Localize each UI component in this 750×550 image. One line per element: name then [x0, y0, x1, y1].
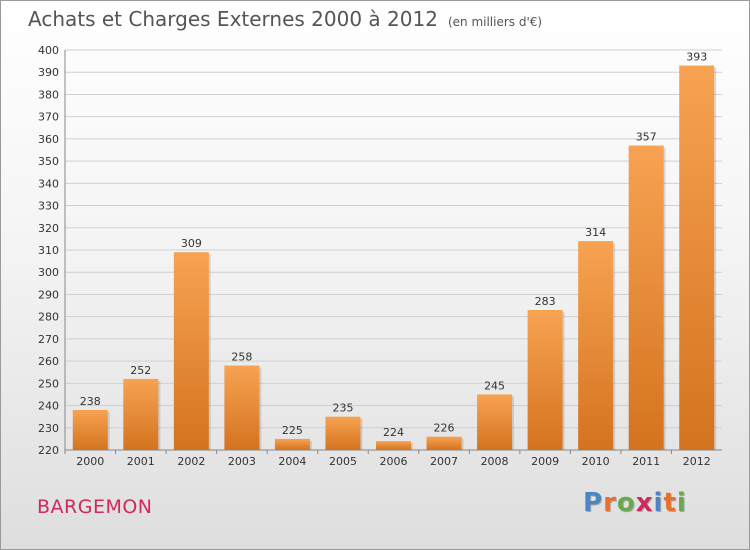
x-tick-label: 2010	[582, 455, 610, 468]
logo-letter: P	[583, 488, 604, 518]
logo-letter: t	[663, 488, 677, 518]
y-tick-label: 400	[38, 44, 59, 57]
data-label: 393	[686, 51, 707, 64]
x-tick-label: 2000	[76, 455, 104, 468]
bar	[477, 394, 513, 450]
bar	[72, 410, 108, 450]
x-tick-label: 2007	[430, 455, 458, 468]
y-tick-label: 220	[38, 444, 59, 457]
y-tick-label: 310	[38, 244, 59, 257]
logo-letter: x	[635, 488, 654, 518]
bar	[224, 365, 260, 450]
y-tick-label: 330	[38, 200, 59, 213]
bars	[72, 65, 717, 451]
location-label: BARGEMON	[37, 496, 153, 518]
x-tick-label: 2006	[380, 455, 408, 468]
data-label: 245	[484, 379, 505, 392]
bar	[123, 378, 159, 450]
x-tick-label: 2011	[632, 455, 660, 468]
data-label: 226	[434, 422, 455, 435]
y-tick-label: 230	[38, 422, 59, 435]
y-tick-label: 320	[38, 222, 59, 235]
bar	[578, 241, 614, 450]
bar	[679, 65, 715, 451]
proxiti-logo: Proxiti	[583, 488, 687, 518]
chart-title-text: Achats et Charges Externes 2000 à 2012	[28, 7, 438, 31]
y-tick-label: 240	[38, 400, 59, 413]
bar	[274, 438, 310, 450]
x-tick-label: 2003	[228, 455, 256, 468]
data-label: 252	[130, 364, 151, 377]
x-tick-label: 2008	[481, 455, 509, 468]
x-tick-label: 2002	[177, 455, 205, 468]
logo-letter: i	[676, 488, 687, 518]
y-tick-label: 270	[38, 333, 59, 346]
y-tick-label: 260	[38, 355, 59, 368]
axes: 220 230 240 250 260 270 280 290 300 310 320 330 340 3…	[38, 44, 722, 468]
data-label: 238	[80, 395, 101, 408]
bar	[325, 416, 361, 450]
x-tick-label: 2009	[531, 455, 559, 468]
data-label: 283	[535, 295, 556, 308]
y-tick-label: 280	[38, 311, 59, 324]
data-label: 314	[585, 226, 606, 239]
data-labels: 238 252 309 258 225 235 224 226 245 283 314 357 393	[80, 51, 707, 440]
bar	[527, 310, 563, 450]
x-tick-label: 2012	[683, 455, 711, 468]
bar	[628, 145, 664, 451]
data-label: 225	[282, 424, 303, 437]
y-tick-label: 370	[38, 111, 59, 124]
data-label: 224	[383, 426, 404, 439]
x-tick-label: 2004	[278, 455, 306, 468]
y-tick-label: 350	[38, 155, 59, 168]
x-tick-label: 2001	[127, 455, 155, 468]
y-tick-label: 390	[38, 66, 59, 79]
data-label: 258	[231, 351, 252, 364]
y-tick-label: 340	[38, 177, 59, 190]
bar	[426, 436, 462, 450]
y-tick-label: 360	[38, 133, 59, 146]
logo-letter: i	[653, 488, 664, 518]
chart-subtitle: (en milliers d'€)	[447, 15, 543, 29]
data-label: 357	[636, 131, 657, 144]
data-label: 309	[181, 237, 202, 250]
grid-lines	[65, 49, 722, 451]
y-tick-label: 300	[38, 266, 59, 279]
logo-letter: r	[603, 488, 617, 518]
y-tick-label: 380	[38, 88, 59, 101]
data-label: 235	[332, 402, 353, 415]
y-tick-label: 250	[38, 377, 59, 390]
y-tick-label: 290	[38, 288, 59, 301]
chart-title: Achats et Charges Externes 2000 à 2012 (e…	[28, 7, 542, 31]
bar	[173, 252, 209, 450]
logo-letter: o	[616, 488, 636, 518]
bar	[376, 441, 411, 450]
x-tick-label: 2005	[329, 455, 357, 468]
